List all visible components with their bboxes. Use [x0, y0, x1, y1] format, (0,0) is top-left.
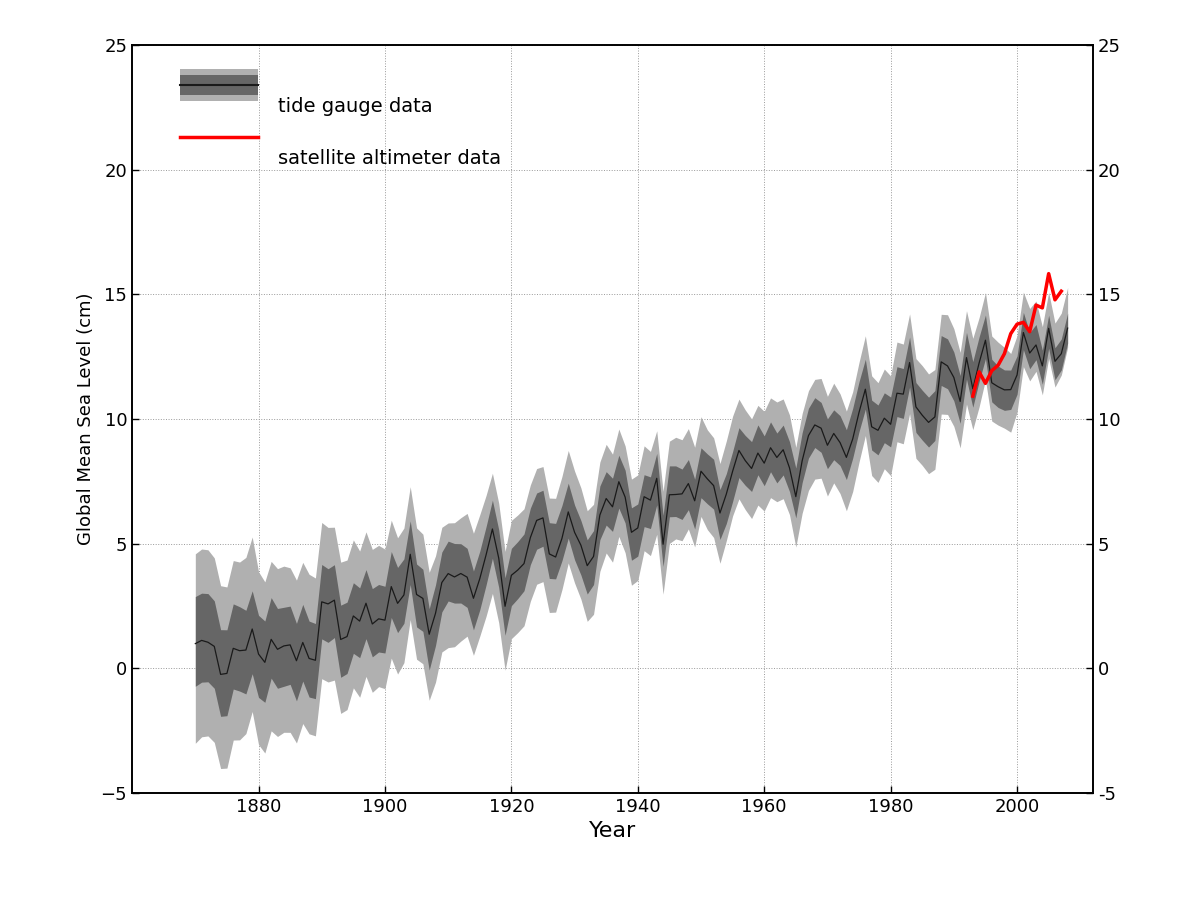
- Legend: tide gauge data, satellite altimeter data: tide gauge data, satellite altimeter dat…: [161, 69, 520, 193]
- X-axis label: Year: Year: [588, 822, 637, 842]
- Y-axis label: Global Mean Sea Level (cm): Global Mean Sea Level (cm): [77, 293, 95, 545]
